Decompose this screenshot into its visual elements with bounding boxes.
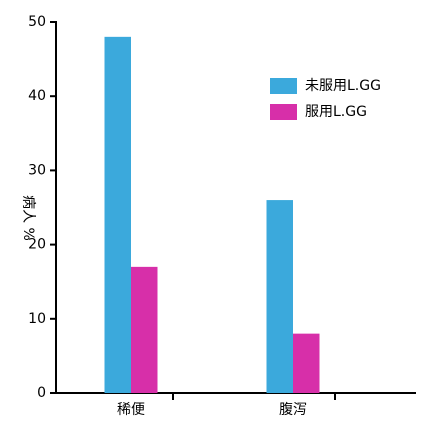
y-tick-label: 0 xyxy=(37,385,46,401)
y-tick-label: 40 xyxy=(28,88,46,104)
legend-swatch xyxy=(270,78,297,94)
y-tick-label: 30 xyxy=(28,162,46,178)
y-tick-label: 50 xyxy=(28,14,46,30)
x-tick-label: 腹泻 xyxy=(279,401,307,418)
legend-label: 服用L.GG xyxy=(305,104,367,120)
bar xyxy=(266,200,293,393)
legend-swatch xyxy=(270,104,297,120)
y-axis-label: 病人 % xyxy=(20,195,36,241)
bar xyxy=(104,36,131,394)
x-tick-label: 稀便 xyxy=(117,402,145,418)
bar xyxy=(293,333,320,393)
bar xyxy=(131,266,158,393)
legend-label: 未服用L.GG xyxy=(305,78,381,94)
y-tick-label: 10 xyxy=(28,311,46,327)
y-tick-label: 20 xyxy=(28,237,46,253)
